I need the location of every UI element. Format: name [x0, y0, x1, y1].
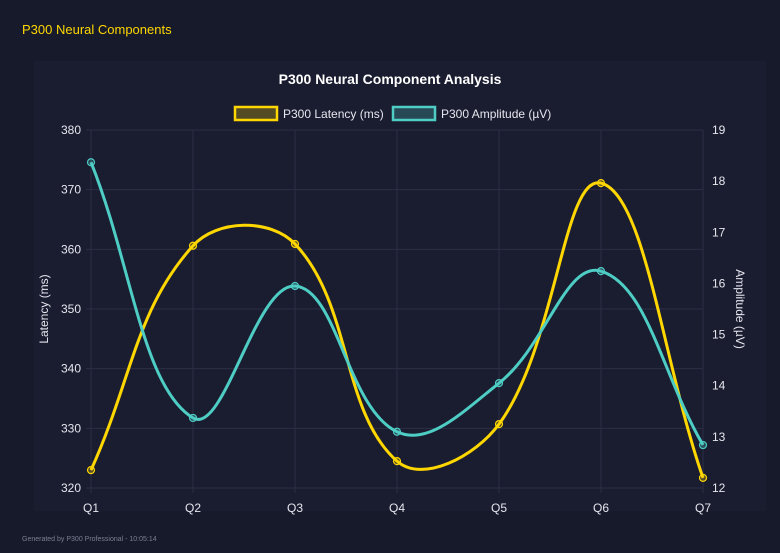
y-tick-label: 320 [61, 481, 81, 495]
data-point [290, 239, 300, 249]
x-tick-label: Q3 [287, 501, 303, 515]
chart-card [34, 61, 766, 511]
chart-title: P300 Neural Component Analysis [279, 71, 502, 87]
y2-axis-title: Amplitude (µV) [733, 269, 747, 349]
data-point [188, 413, 198, 423]
data-point [698, 473, 708, 482]
data-point [494, 379, 504, 388]
data-point [494, 420, 504, 429]
x-tick-label: Q5 [491, 501, 507, 515]
y-tick-label: 370 [61, 183, 81, 197]
y2-tick-label: 16 [712, 276, 726, 290]
legend-swatch [391, 105, 437, 122]
data-point [188, 241, 198, 250]
y-tick-label: 360 [61, 242, 81, 256]
data-point [290, 281, 300, 291]
y-axis-title: Latency (ms) [37, 274, 51, 343]
y-tick-label: 380 [61, 123, 81, 137]
legend-label: P300 Amplitude (µV) [441, 107, 551, 121]
data-point [86, 158, 96, 167]
data-point [596, 267, 606, 276]
y2-tick-label: 15 [712, 328, 726, 342]
data-point [392, 457, 402, 466]
data-point [698, 440, 708, 450]
y-tick-label: 350 [61, 302, 81, 316]
data-point [392, 427, 402, 436]
page-title: P300 Neural Components [22, 22, 172, 37]
legend-swatch [233, 105, 279, 122]
x-tick-label: Q2 [185, 501, 201, 515]
x-tick-label: Q6 [593, 501, 609, 515]
series-line [89, 161, 705, 446]
x-tick-label: Q4 [389, 501, 405, 515]
x-tick-label: Q1 [83, 501, 99, 515]
y2-tick-label: 12 [712, 481, 726, 495]
x-tick-label: Q7 [695, 501, 711, 515]
y2-tick-label: 17 [712, 225, 726, 239]
y-tick-label: 340 [61, 362, 81, 376]
y-tick-label: 330 [61, 421, 81, 435]
y2-tick-label: 18 [712, 174, 726, 188]
y2-tick-label: 13 [712, 430, 726, 444]
data-point [596, 179, 606, 188]
footer-text: Generated by P300 Professional - 10:05:1… [22, 536, 157, 543]
y2-tick-label: 19 [712, 123, 726, 137]
series-line [89, 181, 705, 479]
legend-label: P300 Latency (ms) [283, 107, 384, 121]
data-point [86, 466, 96, 475]
y2-tick-label: 14 [712, 379, 726, 393]
